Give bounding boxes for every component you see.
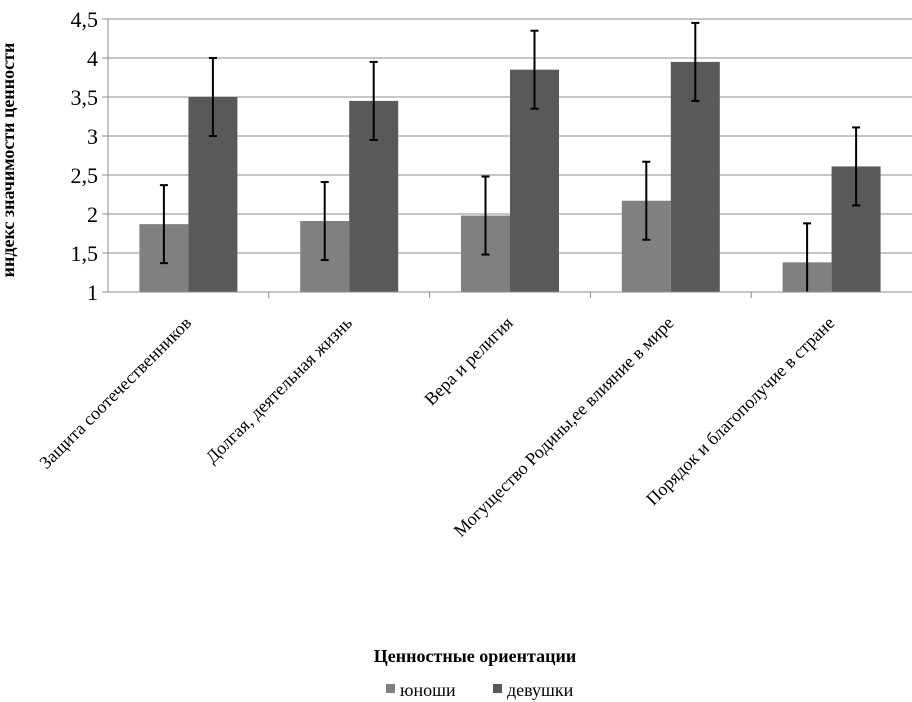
y-tick-label: 4 [87,46,98,71]
y-tick-label: 3,5 [71,85,99,110]
y-axis-title: индекс значимости ценности [0,43,18,278]
x-category-label: Порядок и благополучие в стране [642,313,838,509]
bars [139,61,881,293]
y-tick-labels: 1 1,5 2 2,5 3 3,5 4 4,5 [71,7,99,305]
y-tick-label: 1,5 [71,241,99,266]
y-tick-label: 1 [87,280,98,305]
x-category-labels: Защита соотечественников Долгая, деятельн… [35,313,838,541]
x-axis-title: Ценностные ориентации [374,646,576,666]
legend-swatch-series-1 [386,684,395,693]
x-category-label: Защита соотечественников [35,313,195,473]
y-tick-label: 2,5 [71,163,99,188]
legend-swatch-series-2 [493,684,502,693]
legend: юноши девушки [386,680,574,700]
y-tick-label: 2 [87,202,98,227]
axes [102,18,912,298]
y-tick-label: 3 [87,124,98,149]
legend-label-series-2: девушки [507,680,574,700]
x-category-label: Вера и религия [420,313,517,410]
error-bars [159,21,861,292]
legend-label-series-1: юноши [400,680,456,700]
y-tick-label: 4,5 [71,7,99,32]
x-category-label: Долгая, деятельная жизнь [201,313,356,468]
